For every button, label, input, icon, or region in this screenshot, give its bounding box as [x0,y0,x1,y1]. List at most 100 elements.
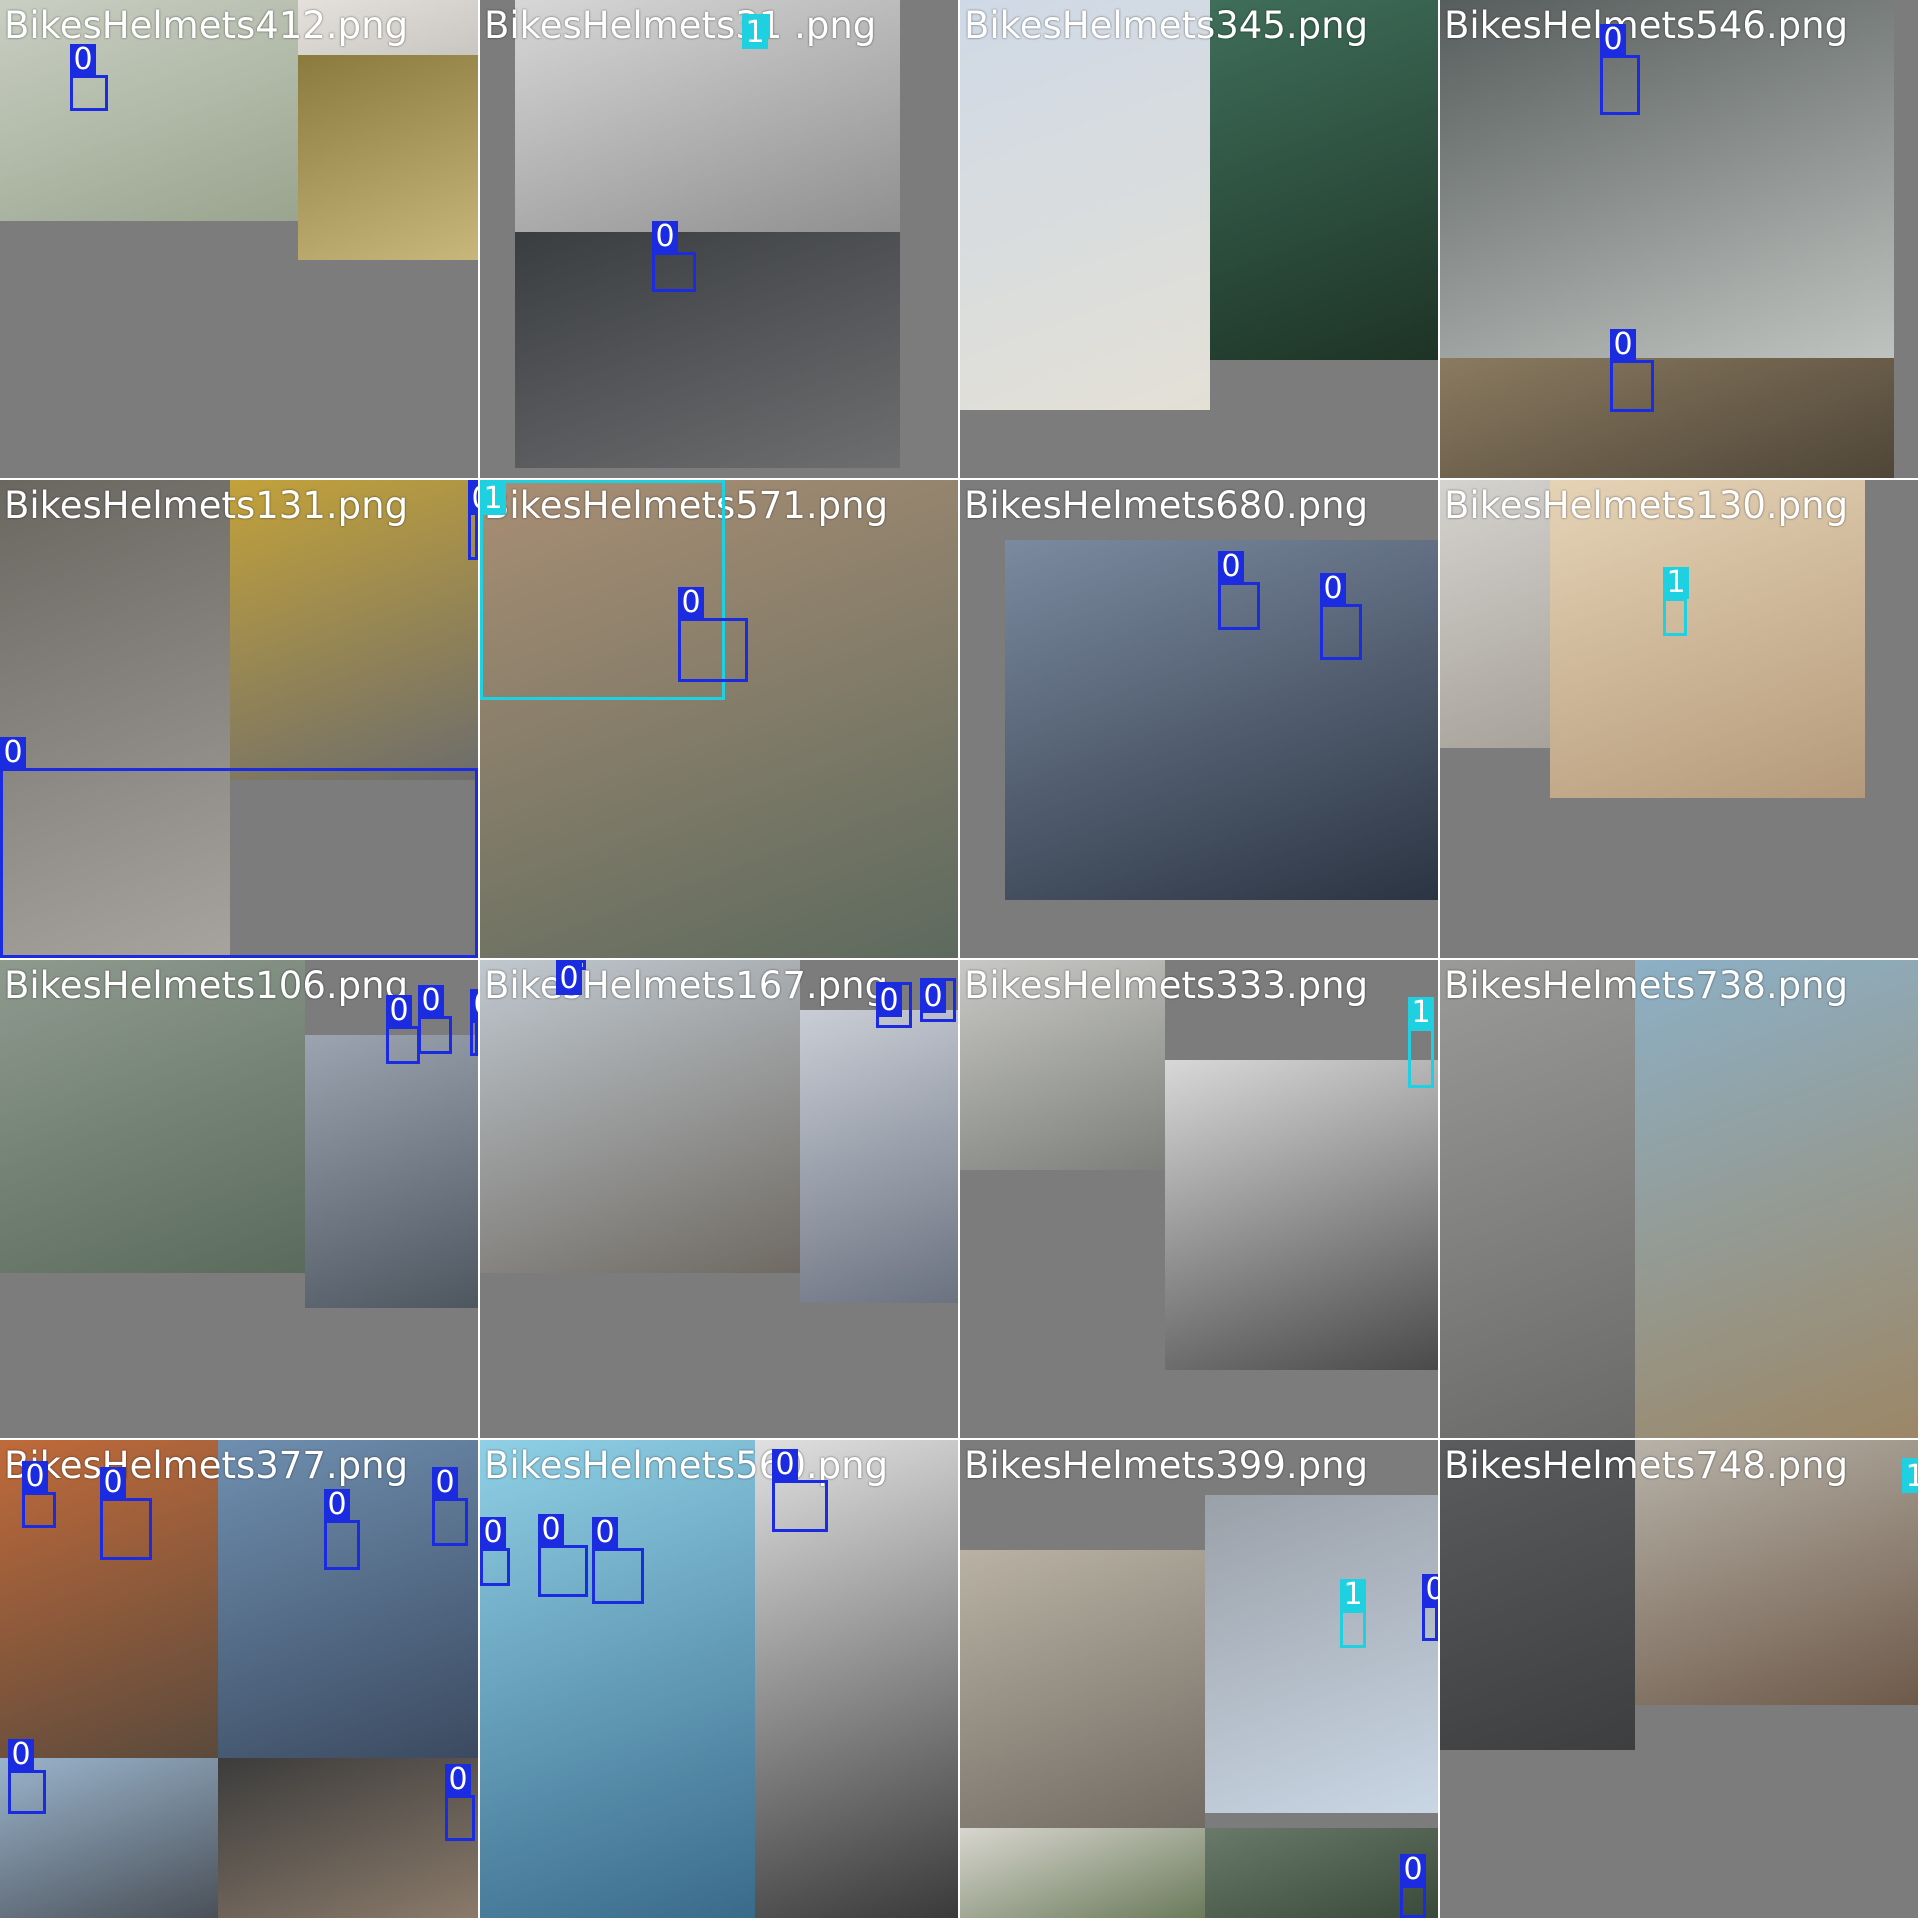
class-label: 0 [468,483,478,515]
detection-box: 0 [432,1467,468,1546]
detection-box: 1 [1902,1458,1918,1493]
detection-box: 0 [8,1739,46,1814]
class-label: 0 [22,1461,48,1493]
class-label: 0 [8,1739,34,1771]
class-label: 1 [1663,567,1689,599]
detection-box: 0 [0,737,478,958]
class-label: 0 [556,963,582,995]
detection-box: 0 [1218,551,1260,630]
class-label: 0 [772,1449,798,1481]
detection-box: 0 [1400,1854,1426,1918]
detection-box: 0 [324,1489,360,1570]
class-label: 1 [480,483,506,515]
photo-region [755,1440,958,1918]
photo-region [1440,480,1550,748]
photo-region [1440,358,1894,478]
image-filename-label: BikesHelmets399.png [964,1444,1369,1487]
detection-box: 0 [445,1764,475,1841]
photo-region [960,0,1210,410]
detection-box: 0 [1600,24,1640,115]
detection-box: 1 [742,14,770,49]
photo-region [298,55,478,260]
photo-region [960,1828,1205,1918]
mosaic-tile: BikesHelmets560.png 0 0 0 0 [480,1440,958,1918]
photo-region [1440,0,1894,358]
detection-box: 0 [470,989,478,1056]
class-label: 0 [0,737,26,769]
mosaic-tile: BikesHelmets546.png 0 0 [1440,0,1918,478]
class-label: 0 [386,995,412,1027]
photo-region [218,1758,478,1918]
class-label: 0 [538,1514,564,1546]
mosaic-tile: BikesHelmets680.png 0 0 [960,480,1438,958]
photo-region [515,232,900,468]
photo-region [1165,1060,1438,1370]
image-filename-label: BikesHelmets680.png [964,484,1369,527]
detection-box: 0 [418,985,452,1054]
photo-region [230,480,478,780]
detection-box: 0 [678,587,748,682]
mosaic-tile: BikesHelmets377.png 0 0 0 0 0 0 [0,1440,478,1918]
photo-region [1635,960,1918,1438]
photo-region [1635,1440,1918,1705]
photo-region [305,1035,478,1308]
mosaic-tile: BikesHelmets130.png 1 [1440,480,1918,958]
photo-region [515,0,900,232]
photo-region [1440,1440,1635,1750]
photo-region [480,960,800,1273]
detection-box: 0 [1422,1574,1438,1641]
class-label: 0 [1320,573,1346,605]
class-label: 0 [470,989,478,1021]
photo-region [0,0,298,221]
class-label: 0 [678,587,704,619]
photo-region [480,1440,755,1918]
mosaic-tile: BikesHelmets31 .png 1 0 [480,0,958,478]
class-label: 0 [876,985,902,1017]
detection-box: 1 [1408,997,1434,1088]
class-label: 1 [1902,1461,1918,1493]
mosaic-tile: BikesHelmets748.png 1 [1440,1440,1918,1918]
detection-box: 0 [1320,573,1362,660]
class-label: 0 [652,221,678,253]
photo-region [0,960,305,1273]
mosaic-tile: BikesHelmets571.png 1 0 [480,480,958,958]
class-label: 0 [445,1764,471,1796]
class-label: 0 [418,985,444,1017]
class-label: 0 [1400,1854,1426,1886]
photo-region [1205,1828,1438,1918]
detection-box: 0 [592,1517,644,1604]
detection-box: 0 [468,480,478,560]
detection-box: 0 [70,44,108,111]
photo-region [960,1550,1205,1845]
photo-region [1005,540,1438,900]
detection-box: 0 [538,1514,588,1597]
class-label: 0 [1422,1574,1438,1606]
detection-box: 1 [1340,1579,1366,1648]
detection-box: 0 [920,978,956,1022]
photo-region [1440,960,1635,1438]
class-label: 0 [1600,24,1626,56]
photo-region [1550,480,1865,798]
photo-region [480,480,958,958]
detection-box: 1 [480,480,725,700]
photo-region [0,480,230,958]
detection-box: 0 [876,982,912,1028]
class-label: 1 [1408,997,1434,1029]
class-label: 0 [592,1517,618,1549]
detection-box: 1 [1663,567,1689,636]
detection-box: 0 [480,1517,510,1586]
detection-box: 0 [22,1461,56,1528]
detection-box: 0 [772,1449,828,1532]
photo-region [960,960,1165,1170]
class-label: 0 [432,1467,458,1499]
class-label: 1 [1340,1579,1366,1611]
detection-box: 0 [1610,329,1654,412]
detection-box: 0 [100,1467,152,1560]
detection-box: 0 [556,960,586,995]
class-label: 0 [1218,551,1244,583]
mosaic-tile: BikesHelmets738.png [1440,960,1918,1438]
class-label: 0 [480,1517,506,1549]
photo-region [800,1010,958,1303]
